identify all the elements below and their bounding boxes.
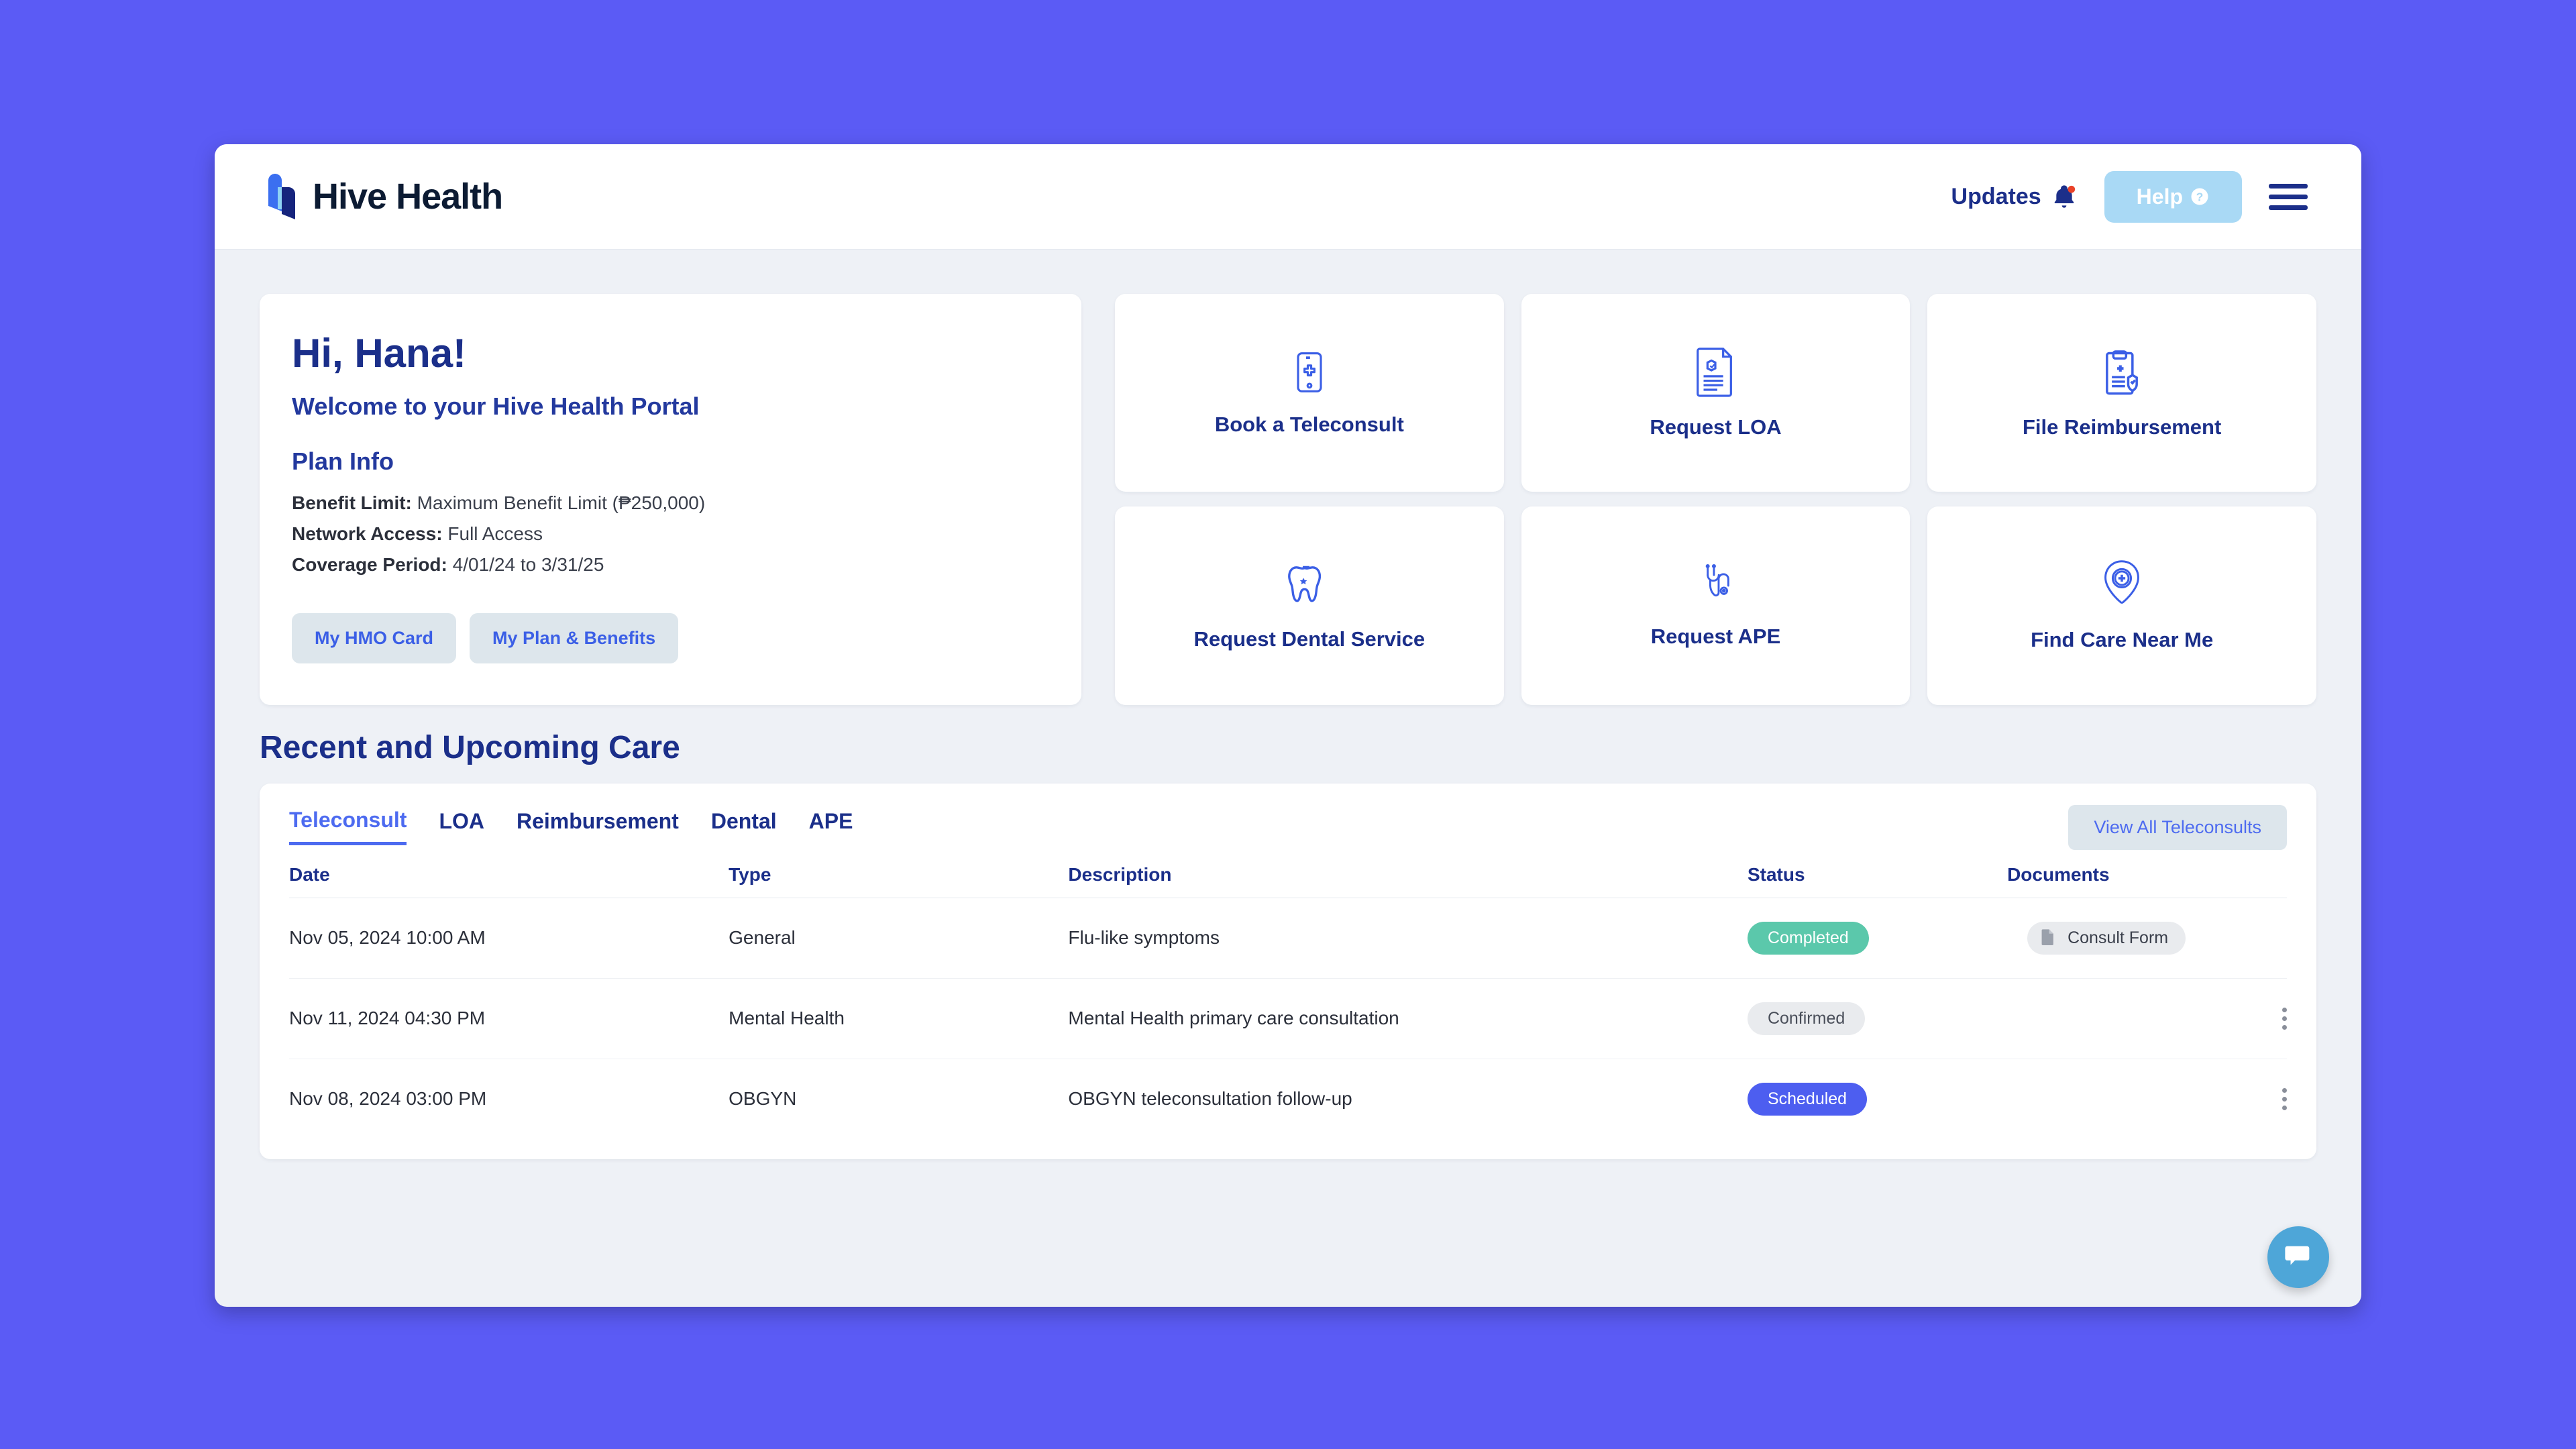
- svg-text:?: ?: [2196, 190, 2204, 203]
